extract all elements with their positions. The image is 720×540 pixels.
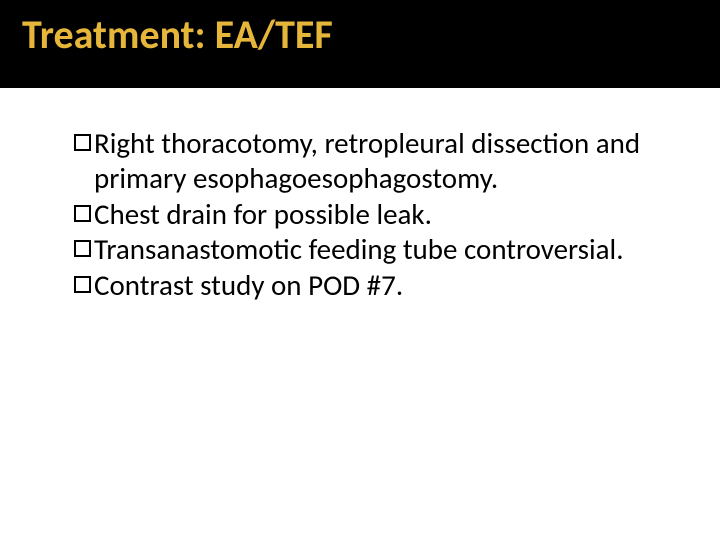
bullet-marker-icon (74, 134, 91, 151)
slide-content: Right thoracotomy, retropleural dissecti… (0, 88, 720, 303)
bullet-marker-icon (74, 205, 91, 222)
list-item: Right thoracotomy, retropleural dissecti… (74, 126, 660, 197)
bullet-text: Right thoracotomy, retropleural dissecti… (94, 126, 660, 197)
title-bar: Treatment: EA/TEF (0, 0, 720, 88)
list-item: Transanastomotic feeding tube controvers… (74, 232, 660, 267)
bullet-text: Chest drain for possible leak. (94, 197, 432, 232)
slide-title: Treatment: EA/TEF (22, 10, 698, 59)
list-item: Chest drain for possible leak. (74, 197, 660, 232)
bullet-text: Transanastomotic feeding tube controvers… (94, 232, 624, 267)
bullet-marker-icon (74, 240, 91, 257)
list-item: Contrast study on POD #7. (74, 268, 660, 303)
bullet-text: Contrast study on POD #7. (94, 268, 403, 303)
bullet-marker-icon (74, 276, 91, 293)
